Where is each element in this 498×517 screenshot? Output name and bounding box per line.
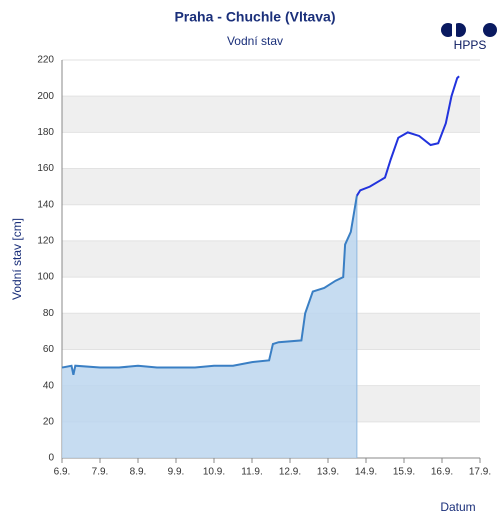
y-tick-label: 80: [43, 308, 55, 319]
x-tick-label: 17.9.: [469, 467, 491, 478]
y-tick-label: 200: [37, 91, 54, 102]
y-tick-label: 40: [43, 380, 55, 391]
y-tick-label: 180: [37, 127, 54, 138]
area: [62, 195, 357, 458]
x-tick-label: 12.9.: [279, 467, 301, 478]
grid-band: [62, 96, 480, 133]
y-tick-label: 60: [43, 344, 55, 355]
y-tick-label: 160: [37, 163, 54, 174]
y-tick-label: 20: [43, 416, 55, 427]
x-axis-label: Datum: [440, 500, 475, 514]
x-tick-label: 7.9.: [92, 467, 109, 478]
x-tick-label: 13.9.: [317, 467, 339, 478]
x-tick-label: 14.9.: [355, 467, 377, 478]
y-axis-label: Vodní stav [cm]: [10, 218, 24, 300]
y-tick-label: 220: [37, 55, 54, 66]
grid-band: [62, 313, 480, 350]
x-tick-label: 6.9.: [54, 467, 71, 478]
y-tick-label: 100: [37, 272, 54, 283]
y-tick-label: 0: [48, 453, 54, 464]
grid-band: [62, 168, 480, 205]
line: [61, 195, 358, 375]
logo-text: HPPS: [454, 38, 487, 52]
x-tick-label: 9.9.: [168, 467, 185, 478]
line: [356, 75, 460, 197]
chart-subtitle: Vodní stav: [227, 34, 283, 48]
x-tick-label: 11.9.: [241, 467, 263, 478]
chart-title: Praha - Chuchle (Vltava): [174, 9, 335, 25]
x-tick-label: 8.9.: [130, 467, 147, 478]
x-tick-label: 16.9.: [431, 467, 453, 478]
x-tick-label: 15.9.: [393, 467, 415, 478]
y-tick-label: 120: [37, 236, 54, 247]
logo-icon: [441, 23, 497, 37]
grid-band: [62, 240, 480, 278]
x-tick-label: 10.9.: [203, 467, 225, 478]
y-tick-label: 140: [37, 199, 54, 210]
